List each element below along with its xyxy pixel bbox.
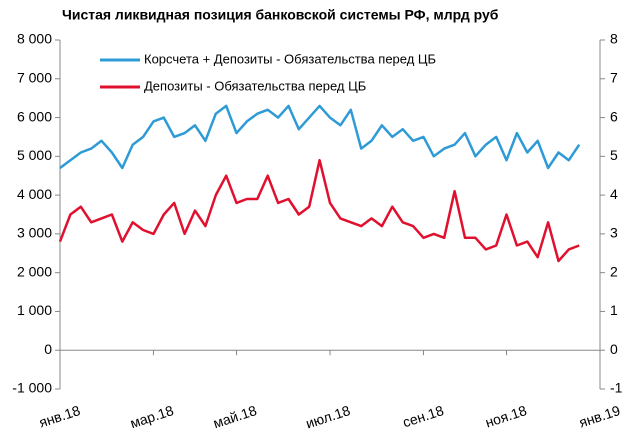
y-tick-label: 1 000 (17, 302, 52, 318)
y2-tick-label: 2 (610, 263, 618, 279)
x-tick-label: май.18 (211, 402, 259, 431)
y-tick-label: 0 (44, 341, 52, 357)
series-line (59, 104, 581, 170)
series-line (58, 158, 580, 263)
chart-title: Чистая ликвидная позиция банковской сист… (62, 7, 499, 23)
x-tick-label: янв.18 (37, 402, 82, 430)
y-tick-label: 8 000 (17, 31, 52, 47)
legend-label: Депозиты - Обязательства перед ЦБ (144, 78, 366, 93)
y-tick-label: 4 000 (17, 186, 52, 202)
x-tick-label: июл.18 (304, 402, 353, 431)
x-tick-label: ноя.18 (483, 402, 529, 430)
y-tick-label: 5 000 (17, 147, 52, 163)
y2-tick-label: -1 (610, 380, 623, 396)
y2-tick-label: 4 (610, 186, 618, 202)
y2-tick-label: 7 (610, 69, 618, 85)
y2-tick-label: 0 (610, 341, 618, 357)
y2-tick-label: 5 (610, 147, 618, 163)
y-tick-label: 3 000 (17, 225, 52, 241)
x-tick-label: сен.18 (401, 402, 446, 430)
y2-tick-label: 8 (610, 31, 618, 47)
y2-tick-label: 1 (610, 302, 618, 318)
y2-tick-label: 6 (610, 108, 618, 124)
x-tick-label: мар.18 (128, 402, 176, 431)
y-tick-label: 6 000 (17, 108, 52, 124)
legend-label: Корсчета + Депозиты - Обязательства пере… (144, 51, 436, 66)
x-tick-label: янв.19 (577, 402, 622, 430)
y-tick-label: 7 000 (17, 69, 52, 85)
y2-tick-label: 3 (610, 225, 618, 241)
y-tick-label: 2 000 (17, 263, 52, 279)
y-tick-label: -1 000 (12, 380, 52, 396)
